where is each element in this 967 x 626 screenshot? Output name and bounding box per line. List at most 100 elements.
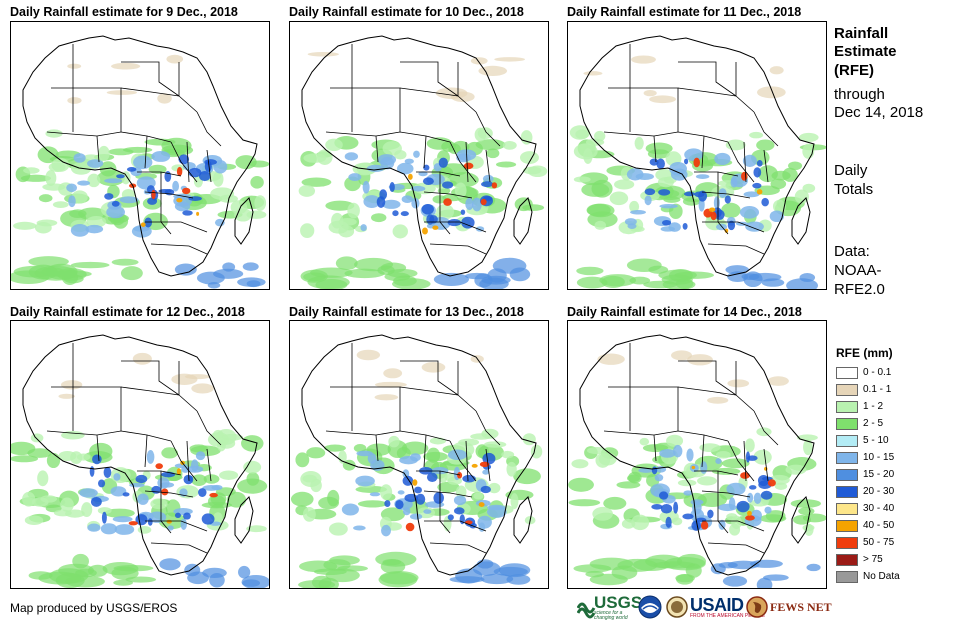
rainfall-area (749, 131, 764, 139)
rainfall-area (137, 526, 152, 534)
rainfall-area (513, 468, 541, 485)
usaid-logo: USAID FROM THE AMERICAN PEOPLE (690, 594, 765, 620)
rainfall-area (722, 575, 748, 587)
rainfall-area (113, 579, 133, 586)
country-border (465, 141, 469, 183)
rainfall-area (767, 376, 789, 386)
country-boundaries (22, 334, 258, 576)
rainfall-area (736, 500, 750, 513)
rainfall-area (37, 470, 49, 487)
rainfall-area (700, 521, 709, 530)
rainfall-area (614, 179, 635, 190)
country-border (465, 440, 469, 482)
rainfall-area (146, 450, 155, 464)
rainfall-area (785, 464, 807, 475)
country-border (375, 434, 379, 462)
noaa-seal-icon (638, 595, 662, 619)
rainfall-area (658, 269, 697, 281)
legend-swatch (836, 571, 858, 583)
rainfall-area (302, 474, 317, 483)
rainfall-layer (11, 352, 269, 588)
rainfall-area (157, 477, 170, 489)
rainfall-area (137, 493, 149, 505)
rainfall-area (464, 272, 489, 280)
country-border (608, 386, 679, 431)
rainfall-area (677, 479, 697, 487)
madagascar-coastline (513, 496, 533, 544)
rainfall-area (22, 491, 36, 507)
rainfall-area (196, 211, 200, 216)
rainfall-area (77, 180, 91, 186)
panel-title-5: Daily Rainfall estimate for 13 Dec., 201… (289, 305, 524, 319)
legend-label: No Data (863, 571, 900, 582)
country-border (743, 141, 747, 183)
rainfall-area (753, 449, 772, 465)
rainfall-area (727, 220, 736, 231)
rainfall-area (410, 185, 426, 192)
country-border (400, 360, 459, 396)
rainfall-layer (568, 350, 826, 588)
rainfall-area (395, 499, 404, 510)
rainfall-area (195, 451, 206, 461)
rainfall-area (355, 485, 388, 493)
rainfall-area (133, 155, 153, 170)
legend-item: 5 - 10 (836, 434, 889, 448)
country-border (196, 410, 222, 446)
legend-swatch (836, 486, 858, 498)
rainfall-area (190, 445, 221, 457)
rainfall-area (587, 211, 618, 228)
country-border (206, 149, 212, 183)
country-boundaries (579, 334, 815, 576)
rainfall-area (166, 519, 172, 524)
rainfall-area (101, 511, 107, 524)
rainfall-area (659, 491, 669, 500)
rainfall-area (183, 474, 194, 485)
rainfall-area (242, 579, 261, 587)
legend-label: 30 - 40 (863, 503, 895, 514)
rainfall-area (151, 151, 171, 162)
legend-item: 0.1 - 1 (836, 383, 891, 397)
rainfall-area (475, 139, 506, 151)
rainfall-area (412, 479, 418, 486)
rainfall-area (302, 506, 316, 522)
rainfall-area (354, 257, 394, 272)
rainfall-area (642, 444, 669, 453)
rainfall-area (471, 463, 478, 468)
rainfall-area (682, 222, 688, 230)
rainfall-area (409, 453, 421, 462)
legend-label: 40 - 50 (863, 520, 895, 531)
rainfall-layer (11, 54, 269, 289)
madagascar-coastline (234, 197, 254, 245)
country-boundaries (301, 334, 537, 576)
rainfall-area (397, 490, 405, 495)
rainfall-area (310, 267, 353, 278)
rainfall-area (447, 514, 454, 521)
legend-swatch (836, 367, 858, 379)
rainfall-area (747, 492, 754, 503)
rainfall-area (112, 516, 133, 523)
rainfall-map-3 (567, 21, 827, 290)
rainfall-area (666, 434, 684, 447)
rainfall-area (423, 164, 430, 171)
rainfall-area (86, 215, 107, 228)
rainfall-area (161, 144, 194, 156)
country-border (753, 410, 779, 446)
country-border (96, 135, 100, 163)
rainfall-area (316, 149, 333, 165)
rainfall-area (422, 227, 428, 235)
rainfall-area (627, 223, 637, 230)
country-border (423, 490, 473, 498)
rainfall-area (392, 210, 399, 217)
rainfall-area (626, 258, 662, 273)
rainfall-area (651, 504, 663, 510)
rainfall-area (72, 553, 89, 569)
panel-title-4: Daily Rainfall estimate for 12 Dec., 201… (10, 305, 245, 319)
rainfall-area (69, 209, 87, 219)
rainfall-area (752, 182, 762, 189)
country-border (701, 191, 751, 199)
rainfall-area (242, 262, 259, 271)
rainfall-area (769, 66, 784, 75)
rainfall-area (581, 182, 610, 197)
rainfall-area (135, 474, 148, 484)
rainfall-area (472, 561, 501, 576)
